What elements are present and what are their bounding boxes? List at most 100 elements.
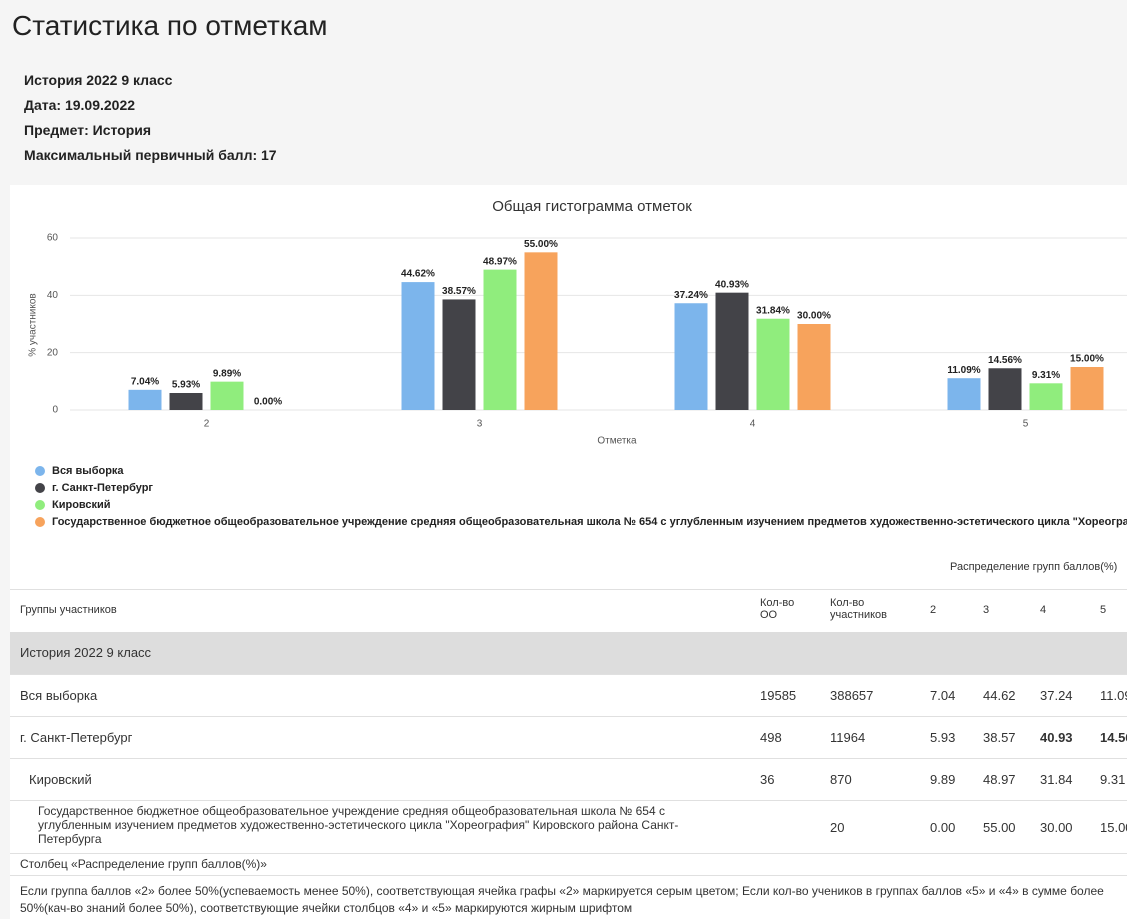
bar — [797, 324, 831, 410]
info-line: Предмет: История — [24, 122, 152, 138]
divider — [10, 674, 1127, 675]
bar — [988, 368, 1022, 410]
bar — [947, 378, 981, 410]
info-line: Максимальный первичный балл: 17 — [24, 147, 277, 163]
table-cell: 19585 — [760, 688, 797, 703]
divider — [10, 875, 1127, 876]
legend-marker — [35, 517, 45, 527]
chart: Общая гистограмма отметок Отметка % учас… — [28, 198, 1127, 528]
value-label: 38.57% — [442, 286, 476, 297]
value-label: 5.93% — [172, 380, 200, 391]
divider — [10, 589, 1127, 590]
bar — [1029, 383, 1063, 410]
bar — [756, 318, 790, 410]
table-cell: 0.00 — [930, 820, 956, 835]
table-cell: 44.62 — [983, 688, 1016, 703]
bar — [128, 389, 162, 410]
column-header: Кол-во участников — [830, 597, 888, 621]
table-cell: 15.00 — [1100, 820, 1127, 835]
x-axis-label: Отметка — [597, 436, 637, 447]
chart-panel: Общая гистограмма отметок Отметка % учас… — [10, 185, 1127, 545]
y-tick-label: 20 — [47, 347, 59, 358]
column-header: 2 — [930, 604, 937, 616]
legend-label: Вся выборка — [52, 465, 124, 477]
table-cell: 7.04 — [930, 688, 956, 703]
legend-marker — [35, 483, 45, 493]
bar — [483, 269, 517, 410]
table-cell: 38.57 — [983, 730, 1016, 745]
info-line: История 2022 9 класс — [24, 72, 173, 88]
chart-title: Общая гистограмма отметок — [492, 198, 692, 215]
bar — [524, 252, 558, 410]
value-label: 44.62% — [401, 269, 435, 280]
table-cell: 5.93 — [930, 730, 956, 745]
table-cell: 9.31 — [1100, 772, 1126, 787]
table-cell: 498 — [760, 730, 782, 745]
legend-label: Государственное бюджетное общеобразовате… — [52, 516, 1127, 528]
bar — [169, 393, 203, 410]
table-cell: 14.56 — [1100, 730, 1127, 745]
table-cell: 11964 — [830, 730, 866, 745]
note: Столбец «Распределение групп баллов(%)» — [20, 857, 267, 871]
table-cell: 48.97 — [983, 772, 1016, 787]
table-cell: 20 — [830, 820, 845, 835]
table-cell: 388657 — [830, 688, 874, 703]
bar — [1070, 367, 1104, 410]
column-header: 5 — [1100, 604, 1107, 616]
legend-marker — [35, 500, 45, 510]
table-cell: Вся выборка — [20, 688, 98, 703]
value-label: 30.00% — [797, 311, 831, 322]
table-cell: 55.00 — [983, 820, 1016, 835]
group-row — [10, 632, 1127, 674]
bar — [442, 299, 476, 410]
value-label: 0.00% — [254, 397, 282, 408]
bar — [674, 303, 708, 410]
divider — [10, 716, 1127, 717]
y-tick-label: 0 — [52, 405, 58, 416]
column-header: 3 — [983, 604, 990, 616]
bar — [210, 381, 244, 410]
y-axis-label: % участников — [28, 293, 39, 357]
table-cell: 40.93 — [1040, 730, 1073, 745]
x-tick-label: 3 — [477, 419, 483, 430]
table-caption: Распределение групп баллов(%) — [950, 561, 1118, 573]
note: Если группа баллов «2» более 50%(успевае… — [20, 884, 1104, 915]
value-label: 14.56% — [988, 355, 1022, 366]
group-label: История 2022 9 класс — [20, 645, 152, 660]
column-header: 4 — [1040, 604, 1047, 616]
y-tick-label: 60 — [47, 233, 59, 244]
column-header: Кол-во ОО — [760, 597, 795, 621]
x-tick-label: 5 — [1023, 419, 1029, 430]
value-label: 9.31% — [1032, 370, 1060, 381]
legend-label: Кировский — [52, 499, 111, 511]
value-label: 7.04% — [131, 376, 159, 387]
divider — [10, 853, 1127, 854]
bar — [401, 282, 435, 410]
value-label: 31.84% — [756, 305, 790, 316]
table-cell: 9.89 — [930, 772, 956, 787]
table-cell: Государственное бюджетное общеобразовате… — [38, 804, 679, 846]
table-cell: 870 — [830, 772, 852, 787]
table-cell: 36 — [760, 772, 775, 787]
divider — [10, 758, 1127, 759]
bar — [715, 292, 749, 410]
value-label: 9.89% — [213, 368, 241, 379]
page-title: Статистика по отметкам — [12, 10, 328, 41]
table-cell: Кировский — [29, 772, 92, 787]
value-label: 15.00% — [1070, 354, 1104, 365]
table-cell: 30.00 — [1040, 820, 1073, 835]
value-label: 55.00% — [524, 239, 558, 250]
value-label: 11.09% — [947, 365, 980, 376]
table-cell: 31.84 — [1040, 772, 1073, 787]
table-cell: г. Санкт-Петербург — [20, 730, 133, 745]
info-line: Дата: 19.09.2022 — [24, 97, 136, 113]
value-label: 37.24% — [674, 290, 708, 301]
y-tick-label: 40 — [47, 290, 59, 301]
table: Распределение групп баллов(%) Группы учас… — [10, 545, 1127, 919]
legend-label: г. Санкт-Петербург — [52, 482, 153, 494]
x-tick-label: 2 — [204, 419, 210, 430]
column-header: Группы участников — [20, 604, 117, 616]
value-label: 48.97% — [483, 256, 517, 267]
table-cell: 11.09 — [1100, 688, 1127, 703]
